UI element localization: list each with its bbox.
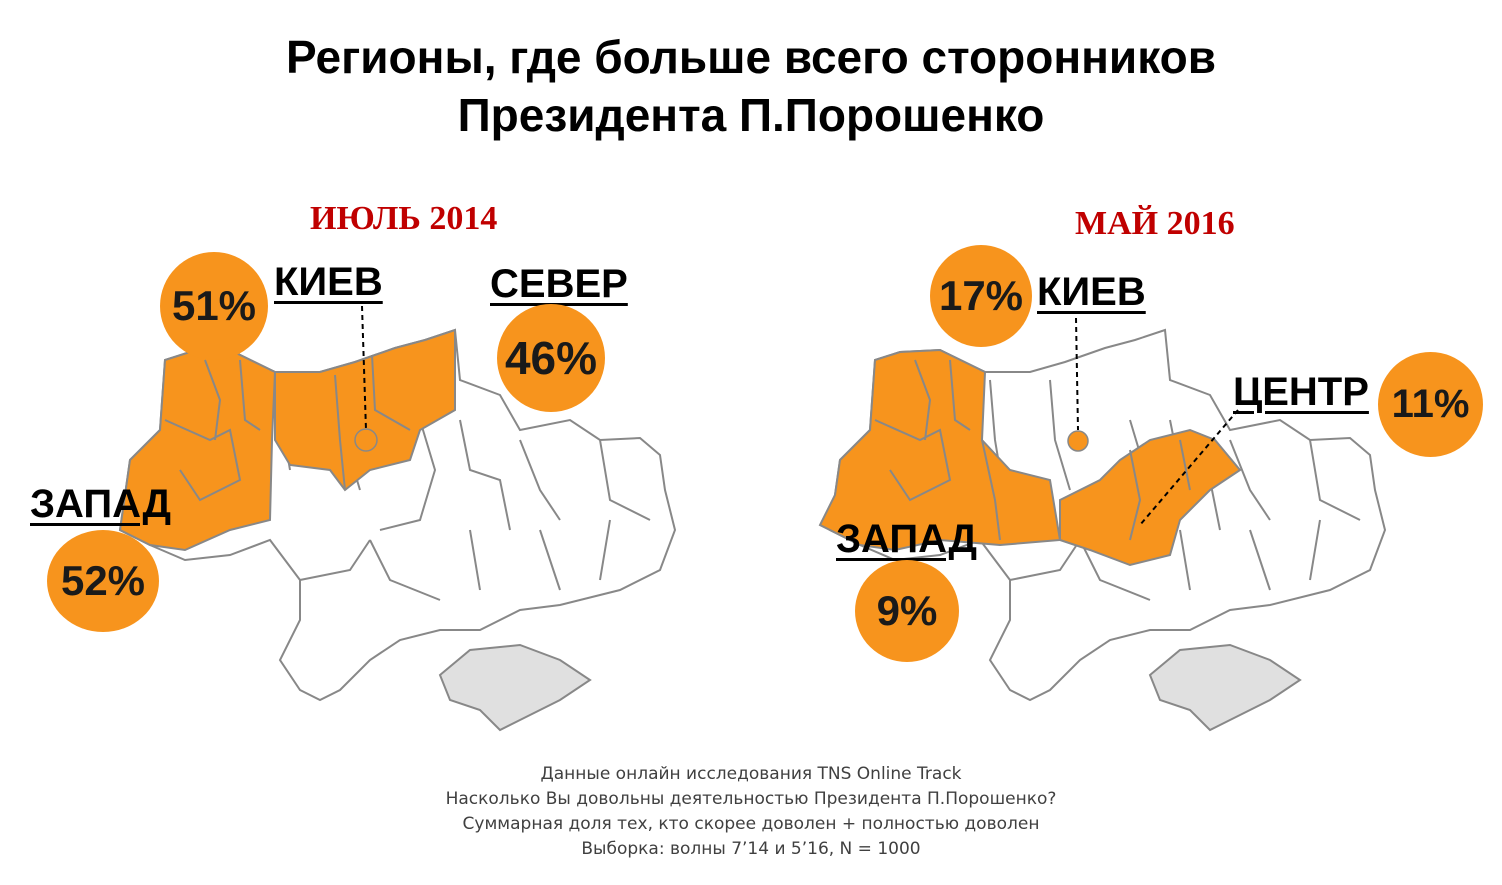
map-may-2016: [818, 317, 1386, 731]
chart-title: Регионы, где больше всего сторонников Пр…: [0, 28, 1502, 144]
region-center-2016: [1059, 428, 1242, 567]
label-kiev-2016: КИЕВ: [1037, 270, 1146, 314]
label-north-2014: СЕВЕР: [490, 262, 628, 306]
center-leader-2016: [1139, 409, 1239, 526]
title-line-2: Президента П.Порошенко: [457, 89, 1045, 141]
label-kiev-2014: КИЕВ: [274, 260, 383, 304]
label-west-2014: ЗАПАД: [30, 482, 172, 526]
bubble-kiev-2014: 51%: [160, 252, 268, 360]
footnote-line-4: Выборка: волны 7’14 и 5’16, N = 1000: [581, 839, 921, 859]
period-label-left: ИЮЛЬ 2014: [310, 200, 498, 237]
bubble-west-2016: 9%: [855, 560, 959, 662]
bubble-north-2014: 46%: [497, 304, 605, 412]
region-west-2016: [818, 348, 1062, 552]
kiev-marker-2014: [354, 428, 378, 452]
region-north-2014: [274, 328, 456, 492]
region-west-2014: [118, 348, 277, 552]
kiev-marker-2016: [1067, 430, 1089, 452]
footnote: Данные онлайн исследования TNS Online Tr…: [0, 762, 1502, 862]
title-line-1: Регионы, где больше всего сторонников: [286, 31, 1216, 83]
kiev-leader-2014: [361, 305, 367, 431]
bubble-kiev-2016: 17%: [930, 245, 1032, 347]
footnote-line-1: Данные онлайн исследования TNS Online Tr…: [540, 764, 962, 784]
footnote-line-2: Насколько Вы довольны деятельностью През…: [445, 789, 1057, 809]
footnote-line-3: Суммарная доля тех, кто скорее доволен +…: [462, 814, 1040, 834]
kiev-leader-2016: [1075, 317, 1079, 431]
map-july-2014: [118, 305, 676, 731]
label-center-2016: ЦЕНТР: [1233, 370, 1369, 414]
bubble-center-2016: 11%: [1378, 352, 1483, 457]
label-west-2016: ЗАПАД: [836, 517, 978, 561]
bubble-west-2014: 52%: [47, 530, 159, 632]
period-label-right: МАЙ 2016: [1075, 205, 1235, 242]
